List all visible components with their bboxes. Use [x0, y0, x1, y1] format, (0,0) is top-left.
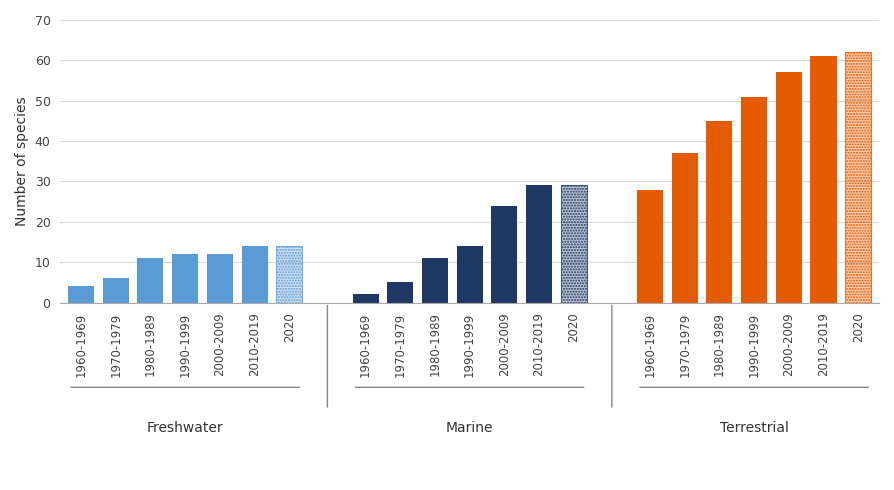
Bar	[457, 246, 483, 302]
Bar	[526, 186, 552, 302]
Bar	[103, 278, 129, 302]
Bar	[387, 282, 413, 302]
Bar	[138, 258, 164, 302]
Bar	[706, 121, 732, 302]
Y-axis label: Number of species: Number of species	[15, 97, 29, 226]
Text: Marine: Marine	[446, 421, 493, 435]
Bar	[276, 246, 302, 302]
Bar	[561, 186, 586, 302]
Bar	[845, 52, 871, 302]
Bar	[241, 246, 267, 302]
Text: Terrestrial: Terrestrial	[720, 421, 789, 435]
Bar	[422, 258, 448, 302]
Text: Freshwater: Freshwater	[147, 421, 224, 435]
Bar	[637, 190, 663, 302]
Bar	[352, 294, 378, 302]
Bar	[671, 153, 697, 302]
Bar	[811, 56, 837, 302]
Bar	[68, 286, 94, 302]
Bar	[776, 73, 802, 302]
Bar	[561, 186, 586, 302]
Bar	[492, 206, 518, 302]
Bar	[173, 254, 198, 302]
Bar	[276, 246, 302, 302]
Bar	[845, 52, 871, 302]
Bar	[207, 254, 232, 302]
Bar	[741, 97, 767, 302]
